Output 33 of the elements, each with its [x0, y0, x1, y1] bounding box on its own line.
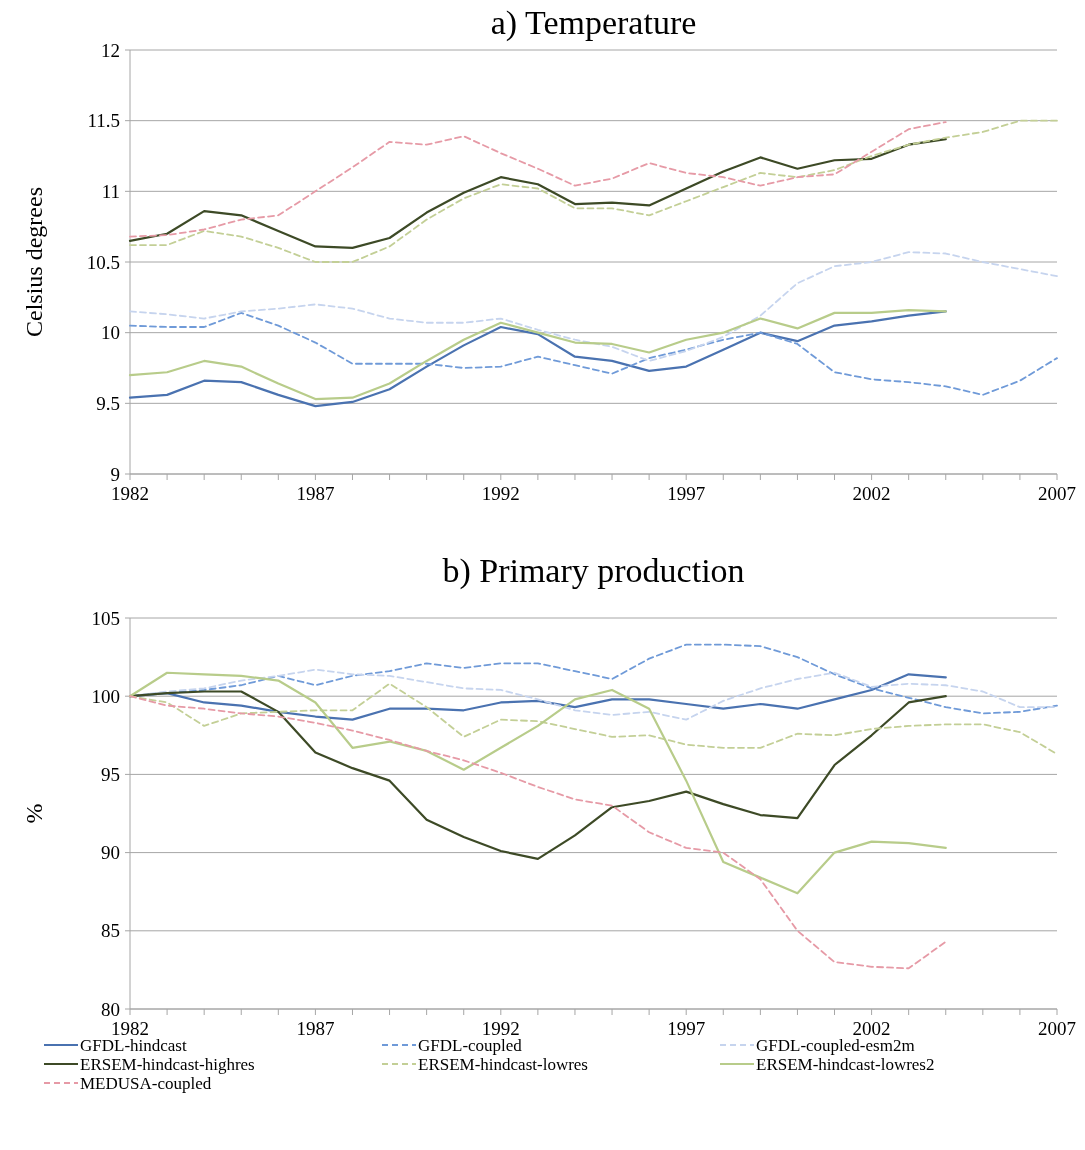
y-tick-label: 12	[101, 39, 120, 61]
legend-label: ERSEM-hindcast-highres	[80, 1054, 255, 1074]
x-tick-label: 2007	[1038, 483, 1076, 504]
x-tick-label: 1997	[667, 1018, 706, 1039]
legend-label: ERSEM-hindcast-lowres2	[756, 1054, 935, 1074]
y-tick-label: 10	[101, 322, 120, 344]
x-tick-label: 1987	[296, 1018, 335, 1039]
line-series	[129, 121, 947, 238]
y-axis-title: %	[21, 803, 47, 824]
x-tick-label: 1987	[296, 483, 335, 504]
x-tick-label: 1992	[481, 483, 520, 504]
x-tick-label: 1997	[667, 483, 706, 504]
chart-title: a) Temperature	[490, 4, 697, 42]
y-tick-label: 105	[91, 607, 120, 629]
y-tick-label: 9	[110, 463, 120, 485]
y-tick-label: 80	[101, 998, 120, 1020]
x-tick-label: 1982	[111, 483, 149, 504]
y-tick-label: 10.5	[86, 251, 120, 273]
legend-label: MEDUSA-coupled	[80, 1073, 212, 1093]
x-tick-label: 2007	[1038, 1018, 1076, 1039]
y-tick-label: 11.5	[87, 110, 120, 132]
line-series	[128, 137, 947, 249]
chart-title: b) Primary production	[442, 552, 745, 590]
y-tick-label: 100	[91, 685, 120, 707]
x-tick-label: 2002	[852, 483, 891, 504]
line-series	[129, 695, 947, 970]
y-tick-label: 9.5	[96, 392, 120, 414]
y-tick-label: 90	[101, 842, 120, 864]
y-tick-label: 85	[101, 920, 120, 942]
y-tick-label: 95	[101, 764, 120, 786]
y-axis-title: Celsius degrees	[21, 187, 47, 337]
legend-label: ERSEM-hindcast-lowres	[418, 1054, 588, 1074]
y-tick-label: 11	[101, 180, 120, 202]
